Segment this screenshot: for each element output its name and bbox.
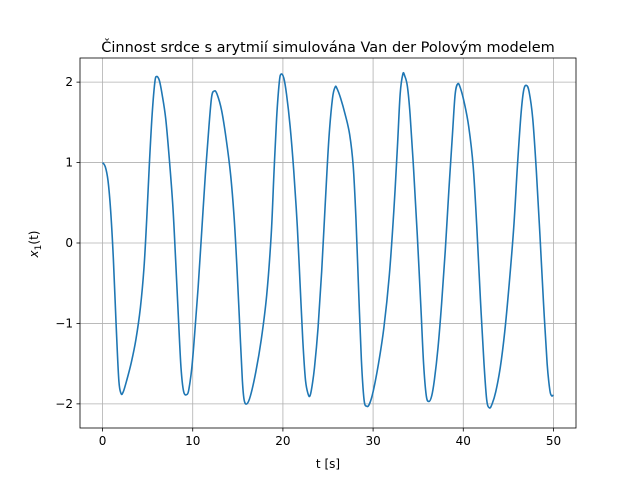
ticks: 0 10 20 30 40 50 −2 −1 0 1 2	[55, 75, 561, 448]
x-tick-label: 50	[546, 434, 561, 448]
y-tick-label: −2	[55, 397, 73, 411]
x-tick-label: 0	[99, 434, 107, 448]
x-axis-label: t [s]	[316, 457, 340, 471]
series-line	[101, 71, 554, 409]
y-tick-label: 1	[65, 156, 73, 170]
x-tick-label: 20	[275, 434, 290, 448]
x-tick-label: 30	[365, 434, 380, 448]
grid	[80, 58, 576, 428]
y-axis-label: x1(t)	[27, 231, 44, 259]
x-tick-label: 10	[185, 434, 200, 448]
x-tick-label: 40	[456, 434, 471, 448]
y-axis-label-main: x	[27, 249, 41, 258]
y-tick-label: −1	[55, 316, 73, 330]
y-axis-label-sub: 1	[34, 245, 44, 251]
y-axis-label-arg: (t)	[27, 231, 41, 245]
y-tick-label: 2	[65, 75, 73, 89]
plot-area	[101, 71, 554, 409]
chart-title: Činnost srdce s arytmií simulována Van d…	[101, 38, 555, 56]
y-tick-label: 0	[65, 236, 73, 250]
